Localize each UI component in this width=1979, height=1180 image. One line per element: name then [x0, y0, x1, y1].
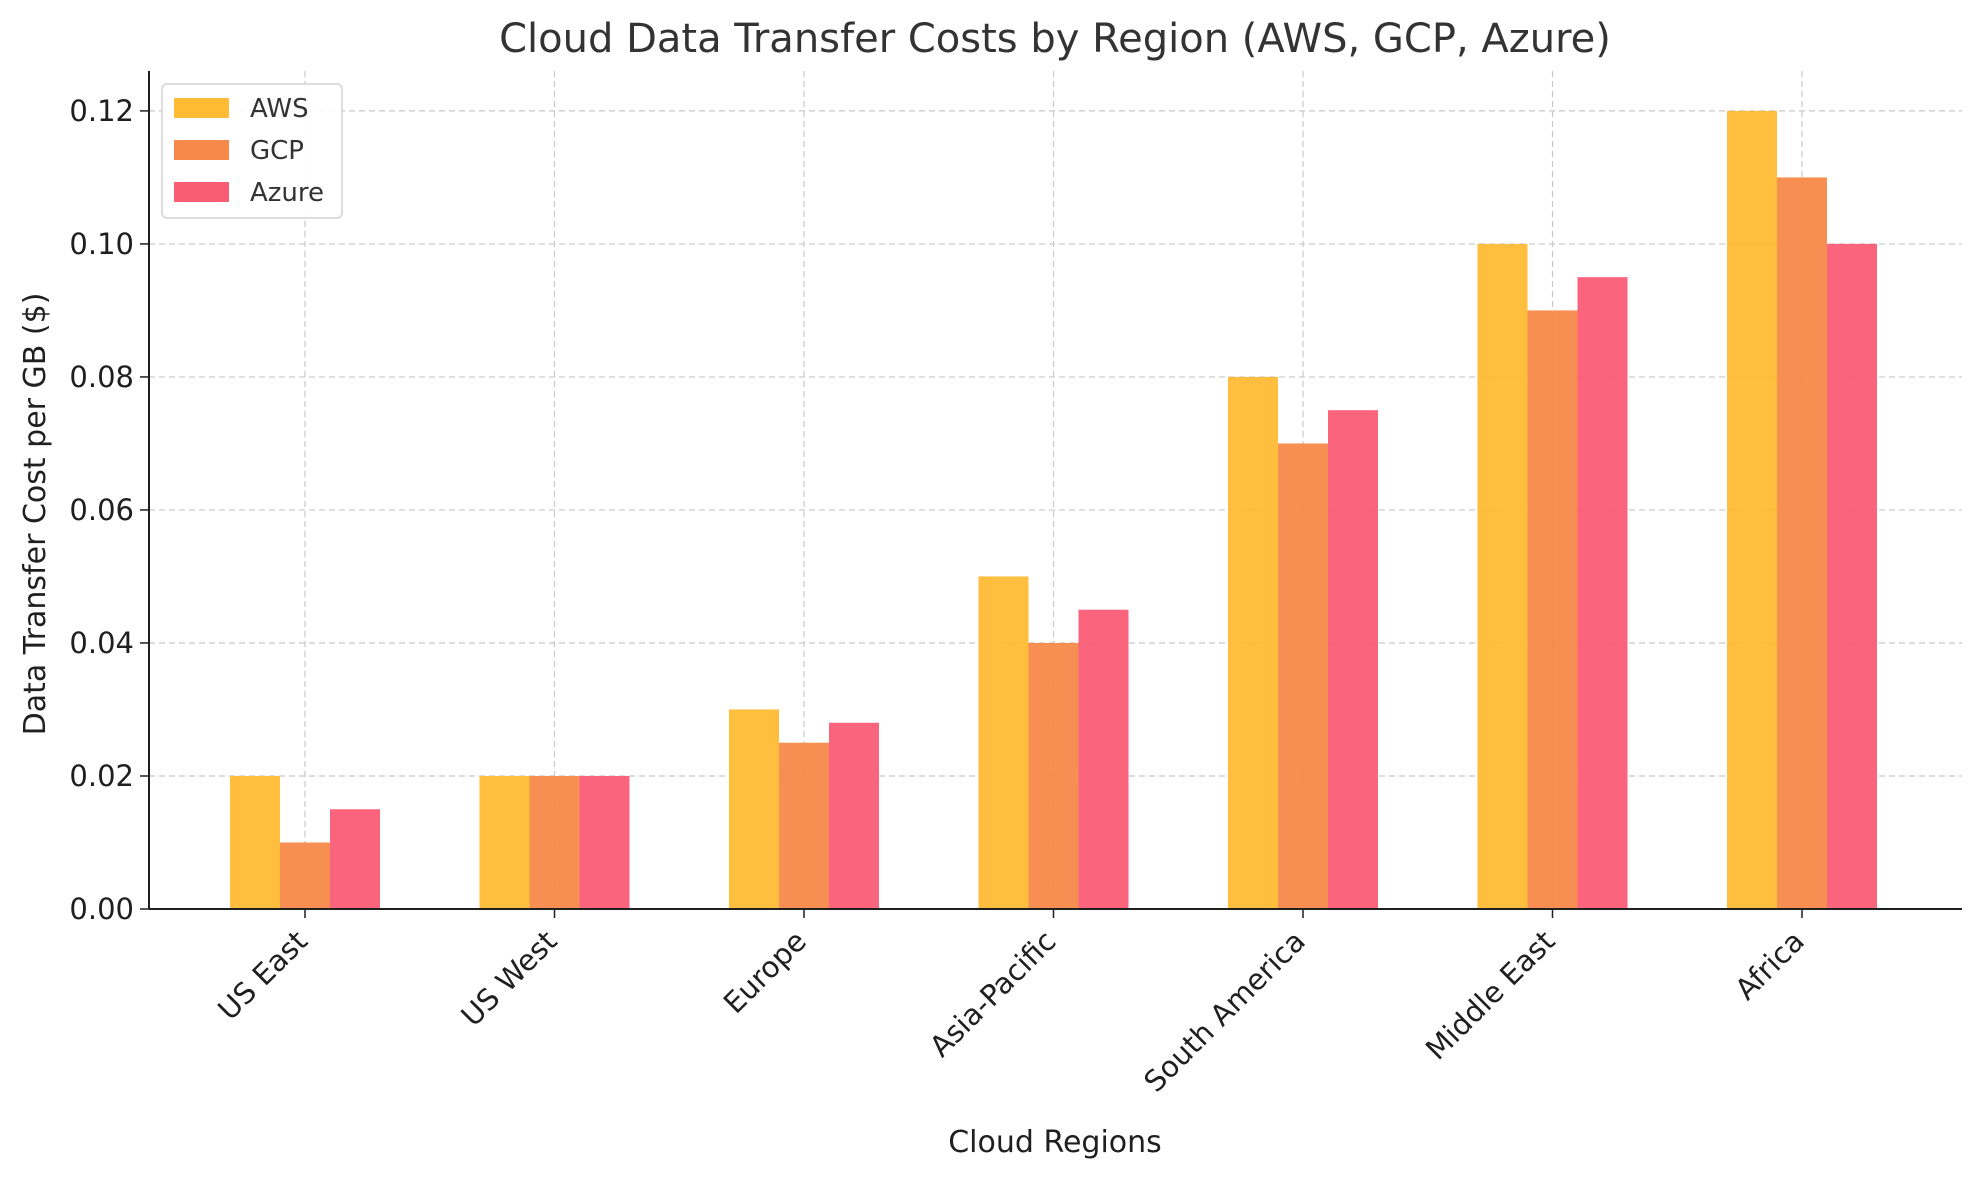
legend: AWS GCP Azure [161, 83, 343, 219]
bar-aws-asia-pacific [978, 576, 1029, 909]
bar-azure-us-east [330, 809, 380, 909]
legend-swatch-azure [174, 182, 229, 202]
bar-aws-africa [1727, 110, 1777, 909]
grid-lines [149, 71, 1962, 909]
legend-label-aws: AWS [250, 94, 309, 124]
axes [148, 71, 1962, 910]
x-axis-label: Cloud Regions [948, 1125, 1162, 1160]
legend-label-gcp: GCP [250, 136, 304, 166]
bar-gcp-south-america [1278, 443, 1328, 909]
bar-azure-asia-pacific [1078, 609, 1129, 909]
y-tick-label: 0.02 [69, 759, 134, 793]
chart-title: Cloud Data Transfer Costs by Region (AWS… [499, 16, 1611, 62]
bar-gcp-middle-east [1527, 310, 1578, 909]
x-tick-label: South America [1137, 924, 1312, 1099]
legend-label-azure: Azure [250, 178, 324, 208]
bar-azure-africa [1827, 243, 1877, 909]
bar-azure-europe [829, 722, 879, 909]
bar-aws-us-west [479, 775, 530, 909]
x-tick-label: Asia-Pacific [923, 924, 1063, 1064]
x-tick-label: Middle East [1419, 924, 1562, 1067]
bar-azure-us-west [579, 775, 630, 909]
y-tick-label: 0.04 [69, 626, 134, 660]
legend-swatch-aws [174, 98, 229, 118]
x-tick-label: US West [454, 924, 563, 1033]
bar-azure-south-america [1328, 410, 1378, 909]
x-tick-label: Europe [717, 924, 813, 1020]
bar-aws-middle-east [1477, 243, 1528, 909]
bar-azure-middle-east [1577, 277, 1628, 910]
y-tick-label: 0.12 [69, 94, 134, 128]
y-tick-label: 0.06 [69, 493, 134, 527]
x-tick-label: US East [211, 924, 314, 1027]
y-axis-label: Data Transfer Cost per GB ($) [18, 293, 53, 736]
y-tick-label: 0.08 [69, 360, 134, 394]
y-tick-label: 0.00 [69, 892, 134, 926]
y-tick-label: 0.10 [69, 227, 134, 261]
bar-gcp-asia-pacific [1028, 642, 1079, 909]
bar-gcp-us-west [529, 775, 580, 909]
bars [230, 110, 1877, 910]
bar-gcp-europe [779, 742, 829, 909]
bar-gcp-africa [1777, 177, 1827, 909]
x-tick-label: Africa [1728, 924, 1811, 1007]
bar-aws-south-america [1228, 376, 1278, 909]
bar-gcp-us-east [280, 842, 330, 909]
bar-aws-us-east [230, 775, 280, 909]
bar-aws-europe [729, 709, 779, 909]
legend-swatch-gcp [174, 140, 229, 160]
